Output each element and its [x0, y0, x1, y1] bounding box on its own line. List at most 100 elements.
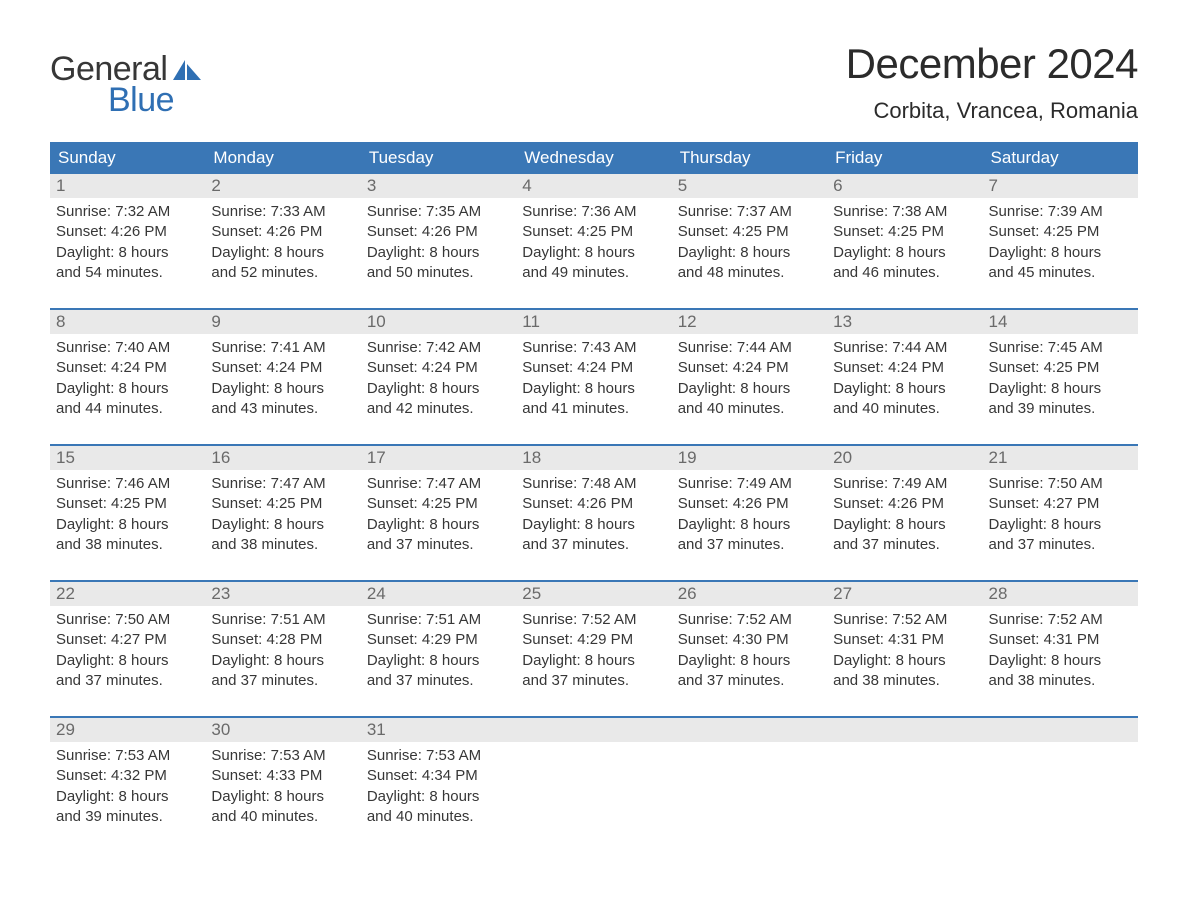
sunrise: Sunrise: 7:52 AM [833, 610, 976, 630]
sunset: Sunset: 4:24 PM [522, 358, 665, 378]
day-cell [516, 718, 671, 840]
day-number: 2 [211, 176, 220, 195]
daylight-line2: and 52 minutes. [211, 263, 354, 283]
sunrise: Sunrise: 7:46 AM [56, 474, 199, 494]
sunset: Sunset: 4:26 PM [56, 222, 199, 242]
daynum-row: 20 [827, 446, 982, 470]
day-number: 26 [678, 584, 697, 603]
daylight-line1: Daylight: 8 hours [211, 651, 354, 671]
sunrise: Sunrise: 7:52 AM [678, 610, 821, 630]
week-row: 22 Sunrise: 7:50 AMSunset: 4:27 PMDayligh… [50, 580, 1138, 704]
daynum-row: 4 [516, 174, 671, 198]
day-cell: 19Sunrise: 7:49 AMSunset: 4:26 PMDayligh… [672, 446, 827, 568]
day-cell: 29Sunrise: 7:53 AMSunset: 4:32 PMDayligh… [50, 718, 205, 840]
sunrise: Sunrise: 7:37 AM [678, 202, 821, 222]
day-data: Sunrise: 7:52 AMSunset: 4:29 PMDaylight:… [516, 606, 671, 691]
sunrise: Sunrise: 7:38 AM [833, 202, 976, 222]
sunrise: Sunrise: 7:33 AM [211, 202, 354, 222]
dow-mon: Monday [205, 142, 360, 174]
location: Corbita, Vrancea, Romania [846, 98, 1138, 124]
daylight-line1: Daylight: 8 hours [989, 651, 1132, 671]
day-number: 12 [678, 312, 697, 331]
sunset: Sunset: 4:25 PM [211, 494, 354, 514]
daylight-line2: and 39 minutes. [56, 807, 199, 827]
day-data: Sunrise: 7:50 AMSunset: 4:27 PMDaylight:… [50, 606, 205, 691]
daylight-line2: and 39 minutes. [989, 399, 1132, 419]
daylight-line2: and 37 minutes. [678, 535, 821, 555]
daynum-row: 15 [50, 446, 205, 470]
daylight-line1: Daylight: 8 hours [522, 379, 665, 399]
day-cell: 28Sunrise: 7:52 AMSunset: 4:31 PMDayligh… [983, 582, 1138, 704]
day-data: Sunrise: 7:35 AMSunset: 4:26 PMDaylight:… [361, 198, 516, 283]
day-number: 22 [56, 584, 75, 603]
day-data: Sunrise: 7:42 AMSunset: 4:24 PMDaylight:… [361, 334, 516, 419]
day-data: Sunrise: 7:53 AMSunset: 4:34 PMDaylight:… [361, 742, 516, 827]
day-data: Sunrise: 7:44 AMSunset: 4:24 PMDaylight:… [672, 334, 827, 419]
sunset: Sunset: 4:27 PM [56, 630, 199, 650]
day-cell: 21 Sunrise: 7:50 AMSunset: 4:27 PMDayligh… [983, 446, 1138, 568]
day-number: 29 [56, 720, 75, 739]
daylight-line2: and 40 minutes. [833, 399, 976, 419]
day-number: 21 [989, 448, 1008, 467]
day-number: 24 [367, 584, 386, 603]
sunset: Sunset: 4:25 PM [989, 358, 1132, 378]
daylight-line2: and 38 minutes. [833, 671, 976, 691]
sunset: Sunset: 4:25 PM [56, 494, 199, 514]
sunrise: Sunrise: 7:35 AM [367, 202, 510, 222]
daylight-line2: and 40 minutes. [367, 807, 510, 827]
dow-wed: Wednesday [516, 142, 671, 174]
daynum-row [672, 718, 827, 742]
day-cell: 31Sunrise: 7:53 AMSunset: 4:34 PMDayligh… [361, 718, 516, 840]
day-data: Sunrise: 7:50 AMSunset: 4:27 PMDaylight:… [983, 470, 1138, 555]
week-row: 1Sunrise: 7:32 AMSunset: 4:26 PMDaylight… [50, 174, 1138, 296]
day-number: 27 [833, 584, 852, 603]
day-data: Sunrise: 7:48 AMSunset: 4:26 PMDaylight:… [516, 470, 671, 555]
daylight-line2: and 44 minutes. [56, 399, 199, 419]
daynum-row: 22 [50, 582, 205, 606]
day-cell: 4Sunrise: 7:36 AMSunset: 4:25 PMDaylight… [516, 174, 671, 296]
day-cell: 23Sunrise: 7:51 AMSunset: 4:28 PMDayligh… [205, 582, 360, 704]
daylight-line1: Daylight: 8 hours [211, 243, 354, 263]
daylight-line1: Daylight: 8 hours [56, 379, 199, 399]
day-data: Sunrise: 7:52 AMSunset: 4:31 PMDaylight:… [827, 606, 982, 691]
sunset: Sunset: 4:25 PM [522, 222, 665, 242]
daynum-row: 14 [983, 310, 1138, 334]
sunset: Sunset: 4:26 PM [367, 222, 510, 242]
sunrise: Sunrise: 7:49 AM [678, 474, 821, 494]
day-data: Sunrise: 7:47 AMSunset: 4:25 PMDaylight:… [205, 470, 360, 555]
day-number: 23 [211, 584, 230, 603]
day-cell: 22 Sunrise: 7:50 AMSunset: 4:27 PMDayligh… [50, 582, 205, 704]
sunset: Sunset: 4:25 PM [367, 494, 510, 514]
daylight-line1: Daylight: 8 hours [989, 379, 1132, 399]
day-data: Sunrise: 7:45 AMSunset: 4:25 PMDaylight:… [983, 334, 1138, 419]
week-row: 15Sunrise: 7:46 AMSunset: 4:25 PMDayligh… [50, 444, 1138, 568]
sunset: Sunset: 4:30 PM [678, 630, 821, 650]
sunrise: Sunrise: 7:51 AM [367, 610, 510, 630]
daylight-line2: and 37 minutes. [56, 671, 199, 691]
daylight-line1: Daylight: 8 hours [522, 515, 665, 535]
sunrise: Sunrise: 7:51 AM [211, 610, 354, 630]
daynum-row: 1 [50, 174, 205, 198]
day-number: 3 [367, 176, 376, 195]
daynum-row [827, 718, 982, 742]
daylight-line2: and 37 minutes. [367, 671, 510, 691]
daylight-line2: and 41 minutes. [522, 399, 665, 419]
day-number: 8 [56, 312, 65, 331]
day-cell: 9Sunrise: 7:41 AMSunset: 4:24 PMDaylight… [205, 310, 360, 432]
daynum-row: 27 [827, 582, 982, 606]
day-cell: 14Sunrise: 7:45 AMSunset: 4:25 PMDayligh… [983, 310, 1138, 432]
sunset: Sunset: 4:29 PM [367, 630, 510, 650]
sunrise: Sunrise: 7:36 AM [522, 202, 665, 222]
daylight-line2: and 37 minutes. [367, 535, 510, 555]
day-data: Sunrise: 7:43 AMSunset: 4:24 PMDaylight:… [516, 334, 671, 419]
day-cell [827, 718, 982, 840]
dow-sun: Sunday [50, 142, 205, 174]
daylight-line1: Daylight: 8 hours [367, 651, 510, 671]
sunrise: Sunrise: 7:44 AM [833, 338, 976, 358]
daylight-line1: Daylight: 8 hours [678, 515, 821, 535]
day-cell: 24 Sunrise: 7:51 AMSunset: 4:29 PMDayligh… [361, 582, 516, 704]
daynum-row: 8 [50, 310, 205, 334]
day-number: 9 [211, 312, 220, 331]
sunrise: Sunrise: 7:42 AM [367, 338, 510, 358]
daylight-line2: and 45 minutes. [989, 263, 1132, 283]
